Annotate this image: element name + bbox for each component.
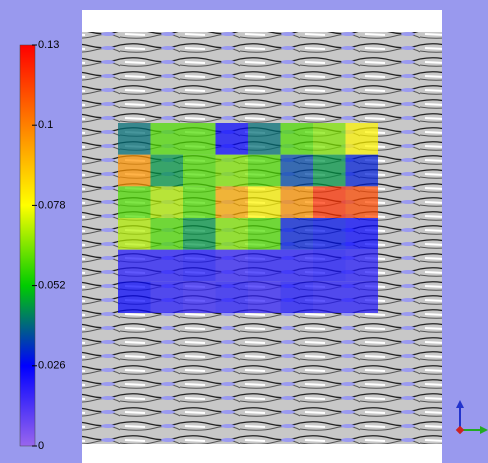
viewer: 0 0.026 0.052 0.078 0.1 0.13 — [0, 0, 488, 463]
cell — [281, 218, 314, 250]
colorbar-bar — [20, 45, 35, 446]
cell — [118, 218, 151, 250]
cell — [216, 123, 249, 155]
cell — [248, 281, 281, 313]
cell — [183, 155, 216, 187]
colorbar-tick-label: 0.026 — [38, 360, 66, 372]
cell — [118, 155, 151, 187]
cell — [346, 186, 379, 218]
cell — [151, 250, 184, 282]
colorbar-tick-label: 0.1 — [38, 119, 53, 131]
cell — [216, 155, 249, 187]
cell — [216, 281, 249, 313]
cell — [313, 250, 346, 282]
cell — [346, 155, 379, 187]
cell — [151, 186, 184, 218]
cell — [313, 155, 346, 187]
cell — [151, 155, 184, 187]
cell — [118, 123, 151, 155]
colorbar-tick-label: 0.052 — [38, 280, 66, 292]
cell — [313, 186, 346, 218]
cell — [281, 123, 314, 155]
heatmap — [118, 123, 378, 313]
cell — [248, 123, 281, 155]
cell — [118, 250, 151, 282]
cell — [281, 186, 314, 218]
colorbar-tick-label: 0 — [38, 440, 44, 452]
cell — [118, 281, 151, 313]
cell — [248, 218, 281, 250]
cell — [281, 250, 314, 282]
cell — [248, 186, 281, 218]
cell — [216, 186, 249, 218]
cell — [183, 281, 216, 313]
cell — [183, 123, 216, 155]
cell — [216, 218, 249, 250]
cell — [248, 155, 281, 187]
colorbar-tick-label: 0.13 — [38, 39, 59, 51]
cell — [183, 250, 216, 282]
cell — [248, 250, 281, 282]
cell — [216, 250, 249, 282]
cell — [183, 186, 216, 218]
cell — [151, 218, 184, 250]
cell — [151, 123, 184, 155]
cell — [346, 281, 379, 313]
cell — [313, 218, 346, 250]
cell — [151, 281, 184, 313]
cell — [118, 186, 151, 218]
colorbar-tick-label: 0.078 — [38, 199, 66, 211]
cell — [346, 218, 379, 250]
cell — [346, 123, 379, 155]
cell — [281, 281, 314, 313]
cell — [313, 123, 346, 155]
cell — [281, 155, 314, 187]
cell — [313, 281, 346, 313]
cell — [183, 218, 216, 250]
cell — [346, 250, 379, 282]
